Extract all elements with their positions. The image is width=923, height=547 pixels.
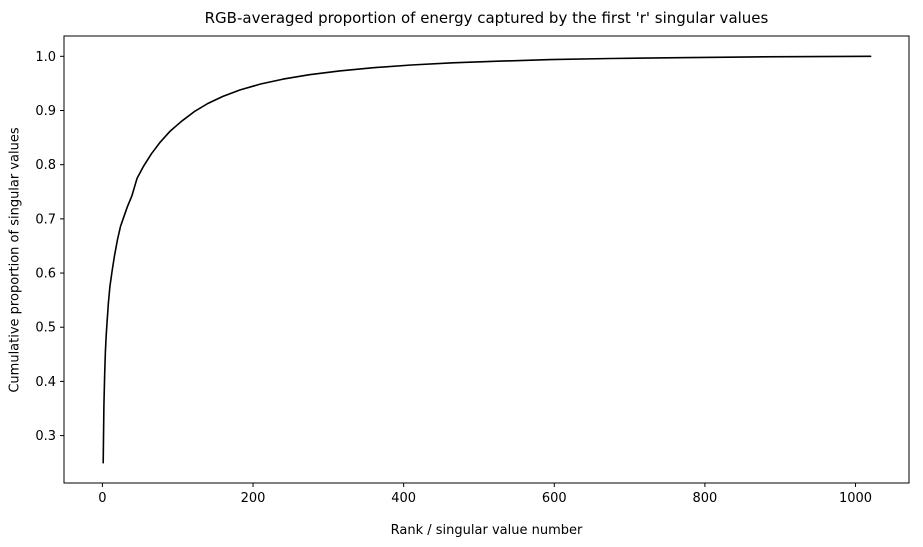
x-tick-label: 600 xyxy=(542,491,567,506)
chart-title: RGB-averaged proportion of energy captur… xyxy=(204,9,769,27)
x-tick-label: 800 xyxy=(692,491,717,506)
x-tick-label: 0 xyxy=(98,491,106,506)
y-tick-label: 0.6 xyxy=(35,267,56,282)
y-tick-label: 0.5 xyxy=(35,321,56,336)
data-line xyxy=(102,55,872,464)
y-tick-label: 0.8 xyxy=(35,158,56,173)
x-axis-label: Rank / singular value number xyxy=(390,523,583,538)
axis-frame xyxy=(63,35,910,484)
y-tick-label: 1.0 xyxy=(35,50,56,65)
y-tick-label: 0.3 xyxy=(35,429,56,444)
y-tick-label: 0.9 xyxy=(35,104,56,119)
y-tick-label: 0.7 xyxy=(35,212,56,227)
x-tick-label: 1000 xyxy=(839,491,872,506)
x-tick-label: 200 xyxy=(241,491,266,506)
y-tick-label: 0.4 xyxy=(35,375,56,390)
x-tick-label: 400 xyxy=(391,491,416,506)
